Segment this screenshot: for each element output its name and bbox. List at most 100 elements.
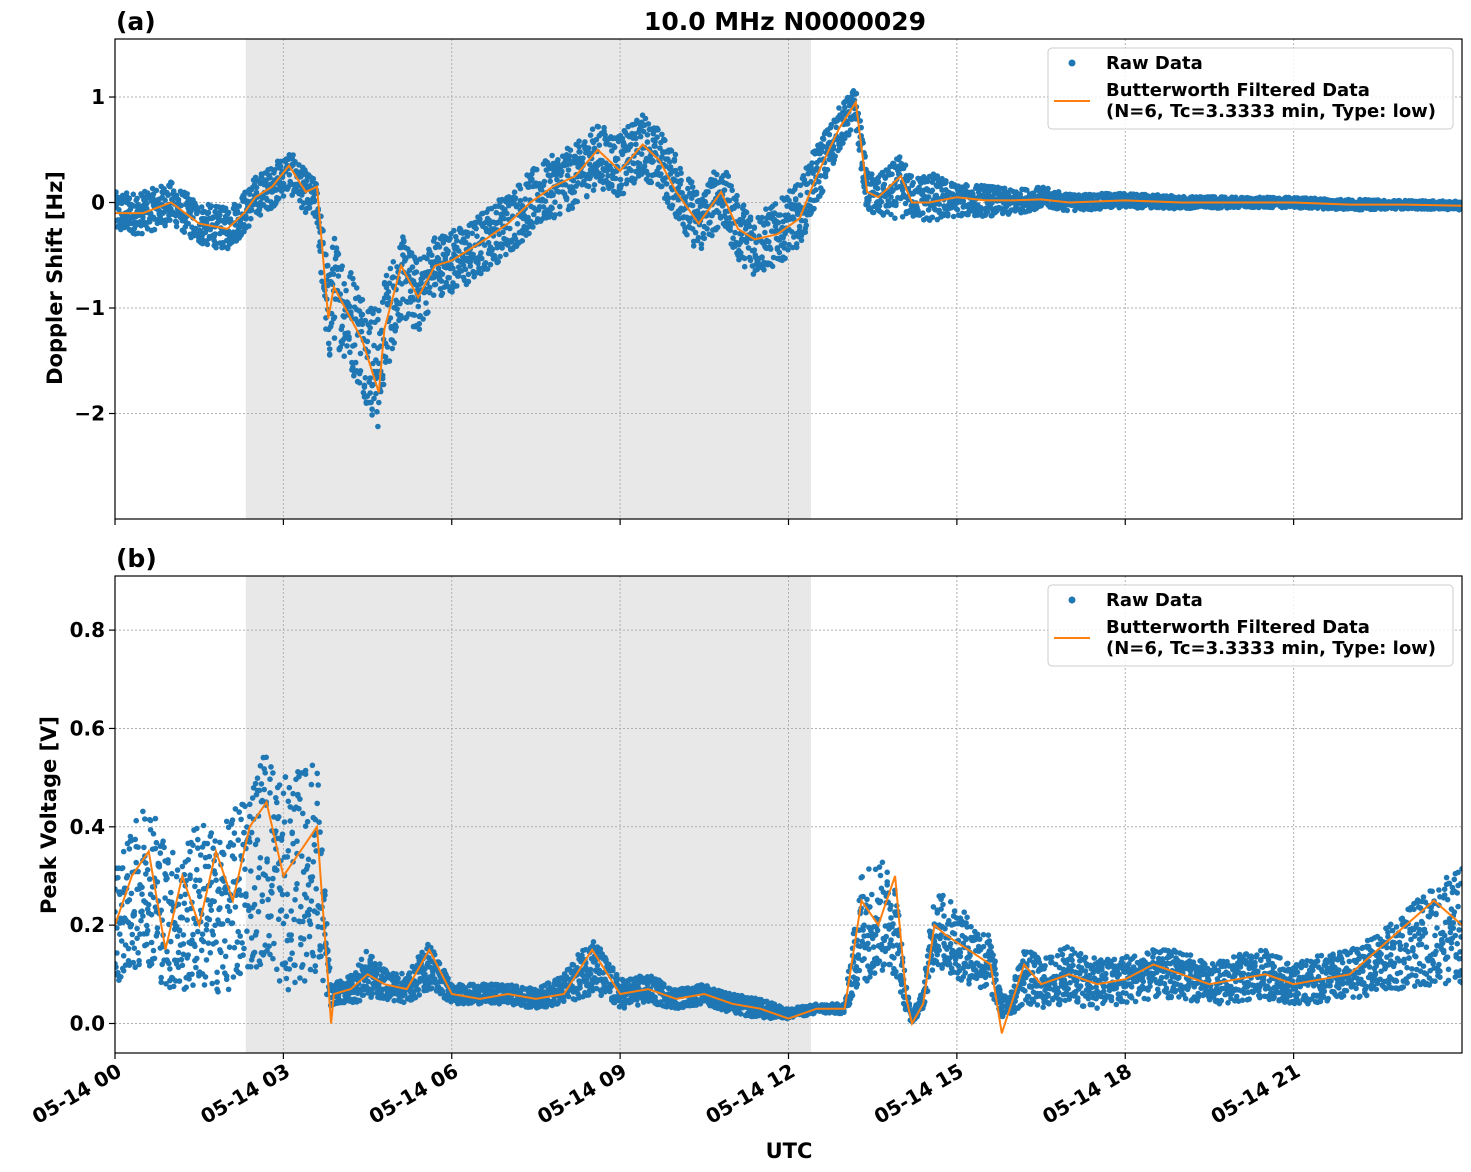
- raw-point: [209, 980, 215, 987]
- raw-point: [120, 848, 127, 855]
- raw-point: [268, 913, 274, 919]
- raw-point: [185, 952, 191, 958]
- raw-point: [181, 900, 188, 907]
- raw-point: [257, 212, 264, 218]
- raw-point: [175, 949, 182, 956]
- raw-point: [307, 921, 314, 927]
- raw-point: [424, 255, 430, 262]
- raw-point: [984, 209, 991, 215]
- raw-point: [257, 961, 264, 968]
- raw-point: [280, 790, 287, 797]
- raw-point: [776, 249, 783, 256]
- raw-point: [251, 949, 258, 956]
- raw-point: [179, 915, 186, 921]
- raw-point: [668, 148, 675, 154]
- raw-point: [115, 969, 121, 976]
- raw-point: [547, 210, 553, 216]
- raw-point: [563, 196, 570, 203]
- raw-point: [179, 962, 186, 969]
- raw-point: [431, 235, 438, 241]
- raw-point: [157, 850, 164, 856]
- legend-raw-label: Raw Data: [1106, 53, 1203, 74]
- raw-point: [300, 918, 306, 925]
- raw-point: [385, 288, 392, 295]
- raw-point: [132, 964, 138, 971]
- raw-point: [173, 223, 180, 230]
- raw-point: [201, 885, 208, 892]
- raw-point: [196, 888, 202, 895]
- raw-point: [378, 327, 385, 334]
- raw-point: [134, 925, 140, 932]
- raw-point: [902, 200, 909, 207]
- raw-point: [320, 977, 326, 984]
- raw-point: [899, 187, 906, 193]
- raw-point: [407, 288, 414, 295]
- raw-point: [212, 231, 218, 237]
- raw-point: [759, 254, 765, 260]
- panel-a-ytick-label: 0: [91, 191, 105, 215]
- raw-point: [126, 195, 133, 202]
- raw-point: [130, 959, 137, 966]
- raw-point: [246, 223, 252, 229]
- raw-point: [347, 303, 353, 310]
- raw-point: [308, 898, 315, 904]
- raw-point: [205, 863, 212, 870]
- raw-point: [382, 354, 389, 360]
- raw-point: [489, 246, 496, 253]
- raw-point: [341, 353, 348, 360]
- raw-point: [210, 214, 216, 220]
- raw-point: [549, 205, 555, 211]
- raw-point: [152, 815, 159, 822]
- raw-point: [208, 203, 215, 209]
- raw-point: [277, 163, 284, 170]
- raw-point: [840, 140, 846, 146]
- raw-point: [226, 908, 233, 914]
- raw-point: [215, 989, 221, 995]
- raw-point: [526, 230, 532, 237]
- raw-point: [152, 845, 159, 852]
- raw-point: [289, 950, 296, 956]
- raw-point: [238, 816, 244, 823]
- raw-point: [471, 274, 477, 280]
- raw-point: [242, 866, 248, 872]
- raw-point: [362, 317, 369, 324]
- raw-point: [115, 950, 120, 956]
- raw-point: [303, 951, 310, 958]
- raw-point: [789, 229, 795, 235]
- raw-point: [383, 272, 390, 279]
- raw-point: [644, 139, 651, 145]
- raw-point: [170, 983, 177, 990]
- raw-point: [131, 912, 138, 918]
- raw-point: [204, 241, 211, 248]
- raw-point: [247, 801, 253, 808]
- raw-point: [118, 974, 124, 980]
- raw-point: [664, 199, 671, 206]
- raw-point: [167, 966, 173, 972]
- raw-point: [746, 223, 753, 230]
- raw-point: [196, 893, 203, 900]
- raw-point: [292, 979, 298, 986]
- raw-point: [358, 328, 365, 335]
- raw-point: [416, 326, 423, 333]
- raw-point: [707, 219, 713, 226]
- raw-point: [348, 270, 354, 276]
- raw-point: [369, 412, 375, 418]
- raw-point: [292, 158, 298, 165]
- raw-point: [331, 335, 338, 341]
- raw-point: [367, 390, 374, 396]
- raw-point: [185, 857, 191, 863]
- raw-point: [161, 844, 167, 851]
- raw-point: [425, 309, 431, 316]
- raw-point: [224, 903, 231, 910]
- raw-point: [454, 237, 460, 244]
- raw-point: [285, 848, 292, 854]
- raw-point: [308, 781, 315, 788]
- raw-point: [134, 195, 140, 202]
- raw-point: [184, 917, 190, 923]
- raw-point: [173, 873, 180, 880]
- raw-point: [398, 313, 404, 319]
- raw-point: [202, 974, 209, 980]
- raw-point: [248, 935, 255, 941]
- raw-point: [397, 300, 403, 307]
- raw-point: [824, 166, 831, 173]
